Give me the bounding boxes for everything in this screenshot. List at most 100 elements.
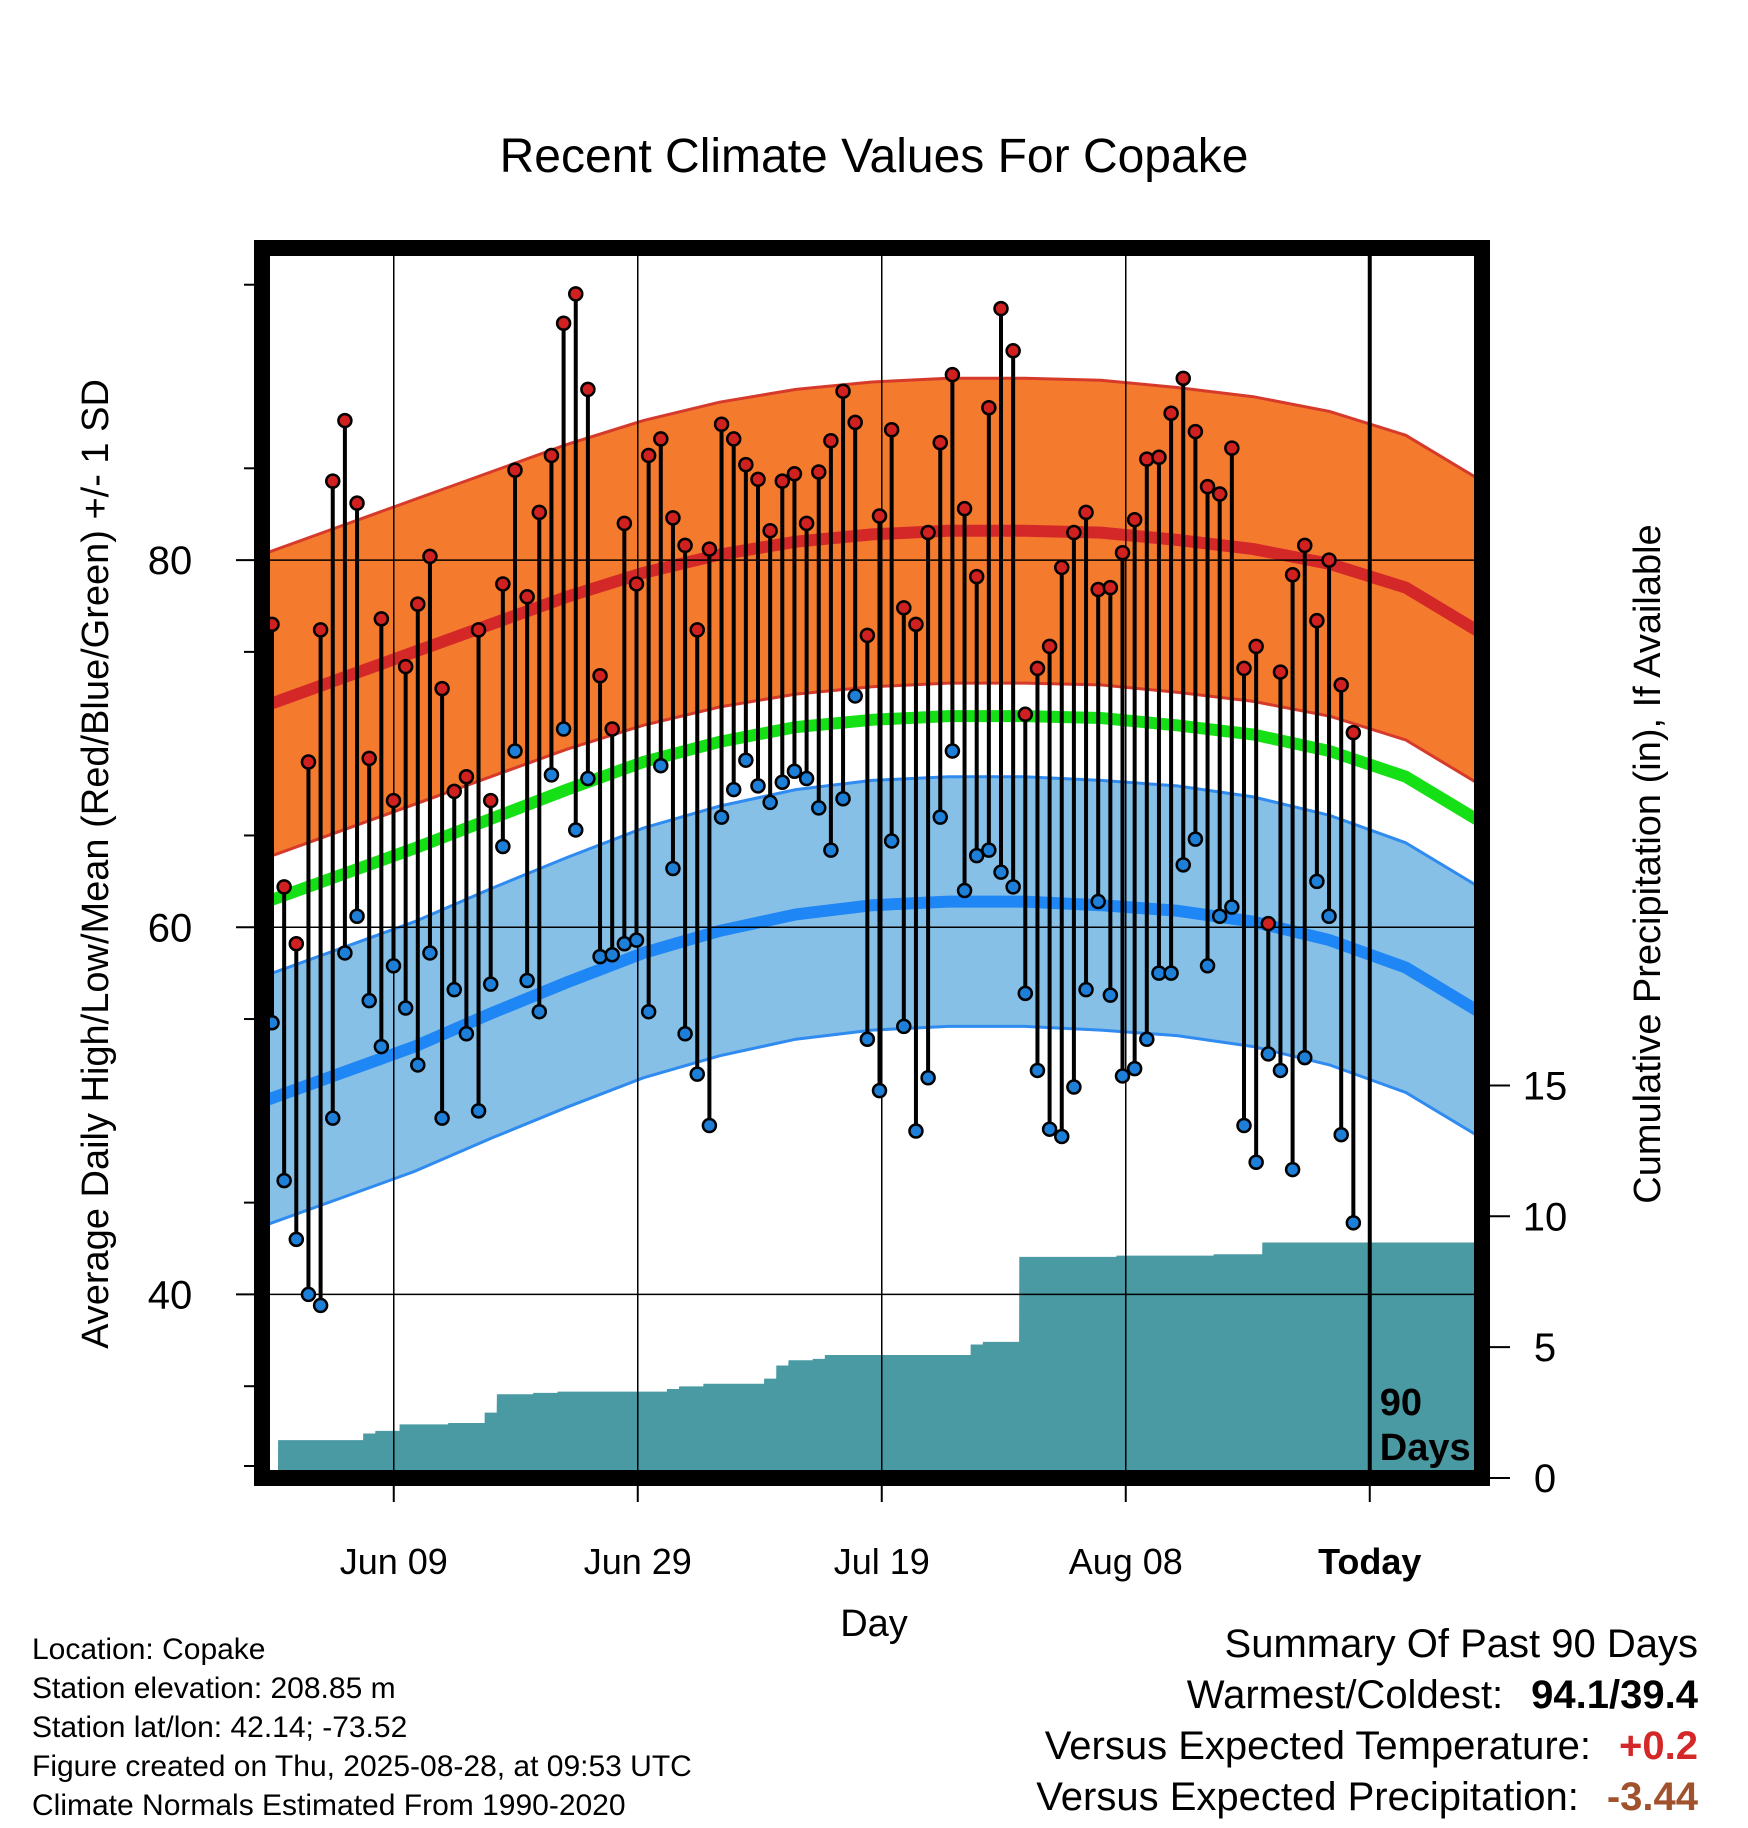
high-point-80 [1236, 660, 1252, 677]
info-elevation: Station elevation: 208.85 m [32, 1672, 396, 1705]
high-point-60 [993, 300, 1009, 317]
low-point-35 [689, 1066, 705, 1082]
high-point-46 [823, 433, 839, 449]
low-point-57 [956, 882, 973, 899]
low-point-61 [1005, 879, 1021, 895]
low-point-77 [1199, 958, 1216, 974]
high-point-56 [944, 366, 961, 383]
high-point-64 [1041, 638, 1058, 655]
high-point-12 [410, 596, 426, 612]
low-point-17 [470, 1103, 487, 1119]
low-point-88 [1333, 1126, 1349, 1143]
high-point-6 [337, 412, 353, 429]
low-point-10 [385, 958, 402, 974]
high-point-61 [1005, 343, 1021, 359]
high-point-81 [1248, 638, 1264, 655]
high-point-33 [665, 510, 681, 526]
high-point-69 [1102, 579, 1119, 596]
low-point-15 [446, 981, 462, 998]
low-point-45 [811, 800, 827, 816]
low-point-81 [1248, 1154, 1264, 1170]
high-point-38 [725, 431, 742, 447]
high-point-1 [276, 879, 292, 895]
summary-warmest-label: Warmest/Coldest: [1186, 1673, 1504, 1717]
high-point-55 [932, 434, 948, 451]
low-point-31 [640, 1003, 657, 1020]
low-point-89 [1345, 1215, 1362, 1231]
high-point-71 [1126, 511, 1143, 528]
low-point-9 [373, 1038, 390, 1055]
low-point-51 [883, 833, 900, 849]
y-tick-label-80: 80 [148, 539, 193, 583]
high-point-89 [1345, 724, 1362, 741]
low-point-79 [1224, 899, 1240, 915]
high-point-62 [1017, 706, 1034, 723]
high-sd-band-upper-edge [262, 376, 1482, 557]
low-point-25 [568, 822, 584, 838]
low-point-14 [434, 1110, 450, 1126]
high-mean-line [262, 524, 1482, 713]
low-point-37 [713, 809, 730, 825]
low-point-76 [1187, 831, 1204, 847]
high-point-40 [750, 471, 766, 488]
low-point-83 [1272, 1062, 1289, 1079]
precip-area [272, 1242, 1482, 1478]
low-point-55 [932, 809, 948, 825]
low-point-75 [1175, 857, 1191, 873]
low-point-19 [495, 838, 511, 855]
y2-tick-label-5: 5 [1534, 1326, 1556, 1370]
high-point-87 [1321, 552, 1337, 568]
low-point-27 [592, 948, 608, 965]
high-point-83 [1272, 664, 1289, 680]
high-point-14 [434, 680, 450, 697]
high-point-37 [713, 416, 730, 432]
high-point-24 [555, 315, 572, 332]
low-sd-band [262, 776, 1482, 1227]
info-location: Location: Copake [32, 1633, 266, 1666]
high-point-47 [835, 383, 851, 399]
low-point-74 [1163, 965, 1179, 981]
high-point-79 [1224, 440, 1240, 456]
low-point-42 [774, 774, 791, 790]
x-axis-label: Day [840, 1603, 908, 1645]
low-point-26 [580, 770, 596, 787]
high-point-42 [774, 473, 791, 489]
low-point-64 [1041, 1121, 1058, 1137]
high-point-28 [604, 721, 620, 737]
low-point-18 [482, 976, 499, 992]
high-point-50 [871, 508, 888, 524]
high-point-2 [288, 936, 305, 952]
high-point-63 [1029, 660, 1046, 677]
high-point-41 [762, 522, 778, 539]
summary-temp-label: Versus Expected Temperature: [1044, 1724, 1592, 1768]
low-point-3 [300, 1286, 317, 1303]
high-point-43 [786, 466, 803, 482]
high-point-72 [1139, 451, 1155, 467]
high-point-65 [1054, 559, 1070, 576]
summary-title: Summary Of Past 90 Days [1225, 1622, 1698, 1667]
low-point-69 [1102, 987, 1119, 1003]
high-point-11 [397, 658, 414, 675]
info-latlon: Station lat/lon: 42.14; -73.52 [32, 1711, 408, 1744]
info-created: Figure created on Thu, 2025-08-28, at 09… [32, 1750, 692, 1783]
high-point-19 [495, 576, 511, 592]
low-point-7 [349, 908, 365, 924]
high-point-74 [1163, 405, 1179, 421]
low-point-78 [1211, 908, 1228, 924]
y2-tick-label-0: 0 [1534, 1457, 1556, 1501]
summary-title-text: Summary Of Past 90 Days [1224, 1622, 1698, 1666]
low-point-12 [410, 1057, 426, 1073]
low-point-84 [1284, 1161, 1301, 1178]
low-point-44 [798, 770, 815, 787]
high-point-82 [1260, 915, 1277, 932]
low-point-24 [555, 721, 572, 737]
high-point-34 [677, 537, 693, 554]
summary-precip-label: Versus Expected Precipitation: [1036, 1775, 1579, 1819]
high-point-5 [325, 473, 341, 489]
high-point-7 [349, 495, 365, 511]
y-axis-label: Average Daily High/Low/Mean (Red/Blue/Gr… [75, 379, 117, 1349]
low-point-23 [543, 767, 560, 783]
low-point-40 [750, 778, 766, 794]
x-tick-label-3: Aug 08 [1069, 1541, 1183, 1582]
